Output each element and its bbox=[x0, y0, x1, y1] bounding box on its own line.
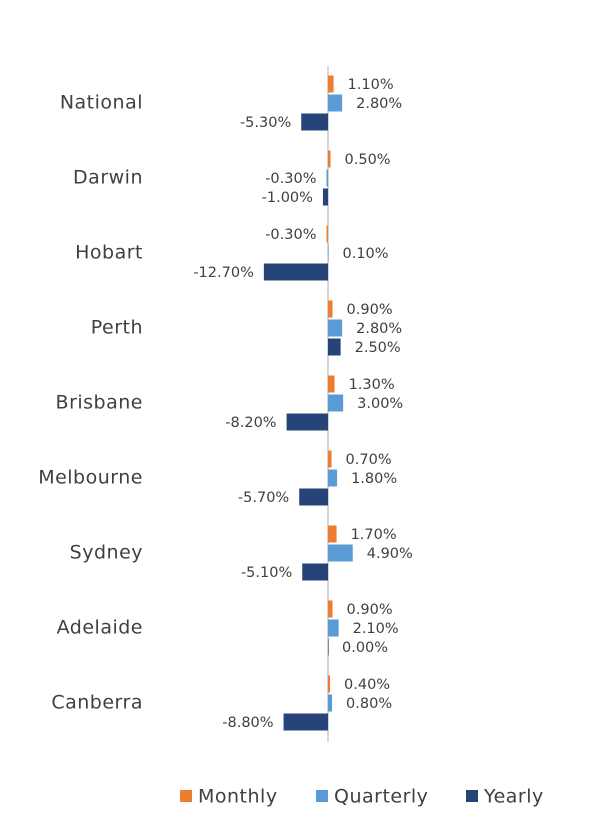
bar bbox=[328, 638, 329, 656]
bar bbox=[328, 94, 343, 112]
value-label: -5.70% bbox=[238, 490, 289, 506]
bar bbox=[328, 319, 343, 337]
legend-label: Monthly bbox=[198, 786, 278, 808]
value-label: 1.30% bbox=[349, 377, 395, 393]
bar bbox=[328, 375, 335, 393]
legend-swatch bbox=[180, 790, 192, 802]
value-label: 2.80% bbox=[356, 96, 402, 112]
category-label: Sydney bbox=[70, 542, 143, 564]
bar bbox=[286, 413, 328, 431]
bar bbox=[328, 75, 334, 93]
value-label: 2.10% bbox=[353, 621, 399, 637]
value-label: 4.90% bbox=[367, 546, 413, 562]
value-label: -1.00% bbox=[262, 190, 313, 206]
value-label: -8.20% bbox=[225, 415, 276, 431]
category-label: Adelaide bbox=[57, 617, 143, 639]
value-label: -5.10% bbox=[241, 565, 292, 581]
value-label: -12.70% bbox=[193, 265, 254, 281]
value-label: 0.90% bbox=[347, 602, 393, 618]
value-label: -0.30% bbox=[265, 171, 316, 187]
value-label: 0.00% bbox=[342, 640, 388, 656]
category-label: Brisbane bbox=[56, 392, 143, 414]
bar bbox=[328, 300, 333, 318]
bar bbox=[328, 544, 353, 562]
category-label: Hobart bbox=[75, 242, 143, 264]
legend-swatch bbox=[466, 790, 478, 802]
value-label: 0.80% bbox=[346, 696, 392, 712]
legend-swatch bbox=[316, 790, 328, 802]
bar bbox=[328, 450, 332, 468]
bar bbox=[299, 488, 328, 506]
value-label: 1.80% bbox=[351, 471, 397, 487]
value-label: -8.80% bbox=[222, 715, 273, 731]
category-label: National bbox=[60, 92, 143, 114]
category-label: Darwin bbox=[73, 167, 143, 189]
bar bbox=[322, 188, 328, 206]
value-label: 0.70% bbox=[346, 452, 392, 468]
value-label: 2.80% bbox=[356, 321, 402, 337]
value-label: 2.50% bbox=[355, 340, 401, 356]
bar bbox=[328, 619, 339, 637]
value-label: 0.90% bbox=[347, 302, 393, 318]
value-label: 3.00% bbox=[357, 396, 403, 412]
value-label: 1.10% bbox=[348, 77, 394, 93]
bar bbox=[328, 150, 331, 168]
bar bbox=[326, 225, 328, 243]
bar bbox=[328, 244, 329, 262]
bar bbox=[302, 563, 328, 581]
bar bbox=[328, 694, 333, 712]
bar bbox=[283, 713, 328, 731]
value-label: 0.10% bbox=[343, 246, 389, 262]
bar bbox=[328, 338, 341, 356]
legend-label: Yearly bbox=[483, 786, 544, 808]
bar bbox=[328, 600, 333, 618]
bar bbox=[328, 469, 338, 487]
category-label: Canberra bbox=[51, 692, 143, 714]
bar bbox=[326, 169, 328, 187]
value-label: -0.30% bbox=[265, 227, 316, 243]
value-label: 1.70% bbox=[351, 527, 397, 543]
bar bbox=[328, 394, 344, 412]
value-label: 0.50% bbox=[345, 152, 391, 168]
value-label: 0.40% bbox=[344, 677, 390, 693]
value-label: -5.30% bbox=[240, 115, 291, 131]
bar bbox=[263, 263, 328, 281]
bar bbox=[328, 675, 331, 693]
legend-label: Quarterly bbox=[334, 786, 428, 808]
category-label: Perth bbox=[91, 317, 143, 339]
category-label: Melbourne bbox=[38, 467, 143, 489]
bar bbox=[328, 525, 337, 543]
bar bbox=[301, 113, 328, 131]
